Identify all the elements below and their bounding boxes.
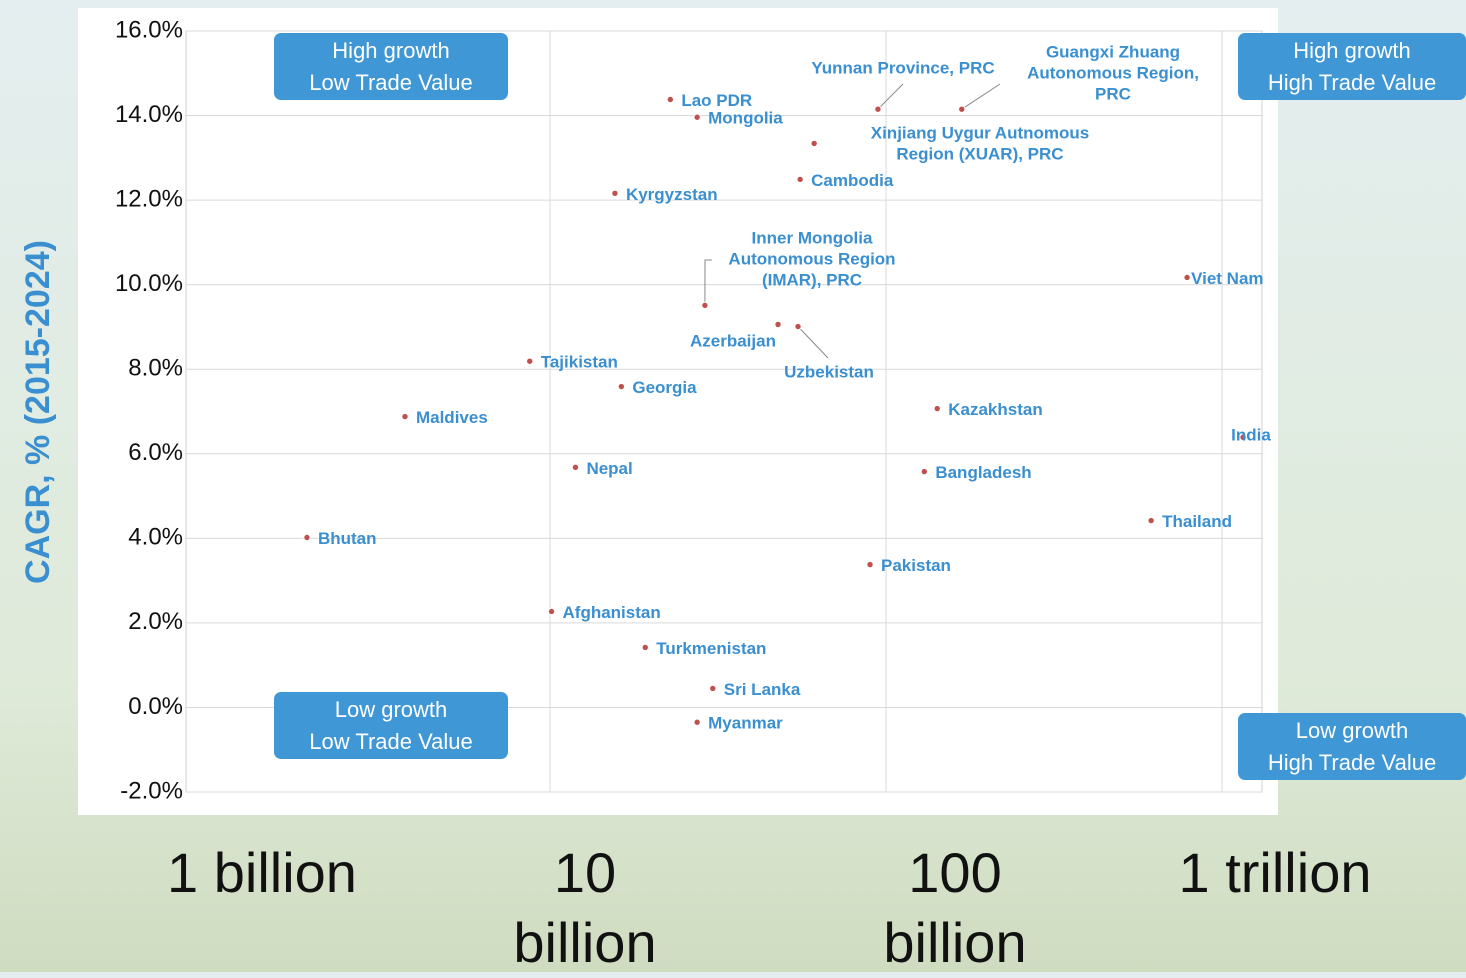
point-label: Myanmar (708, 714, 783, 733)
point-label: Yunnan Province, PRC (811, 58, 994, 77)
point-label: Uzbekistan (784, 362, 874, 381)
point (693, 113, 701, 121)
point (617, 382, 626, 391)
quadrant-box (1238, 713, 1466, 780)
point-label: Region (XUAR), PRC (896, 144, 1063, 163)
point-label: PRC (1095, 84, 1131, 103)
point-label: Mongolia (708, 109, 783, 128)
quadrant-label: High Trade Value (1268, 750, 1436, 775)
point-label: Kyrgyzstan (626, 185, 718, 204)
x-tick-label: 1 billion (167, 841, 357, 904)
quadrant-box (1238, 33, 1466, 100)
point-label: Kazakhstan (948, 400, 1042, 419)
point (1239, 433, 1247, 441)
point (796, 175, 804, 184)
point-label: Viet Nam (1191, 269, 1263, 288)
point-label: Azerbaijan (690, 331, 776, 350)
point-label: India (1231, 425, 1271, 444)
point (547, 607, 556, 616)
point (874, 105, 882, 113)
y-tick-label: -2.0% (120, 777, 183, 804)
point-label: Pakistan (881, 556, 951, 575)
point-label: Turkmenistan (656, 639, 766, 658)
point (794, 322, 802, 331)
quadrant-label: High growth (1293, 38, 1410, 63)
point-label: Maldives (416, 408, 488, 427)
point-label: Thailand (1162, 512, 1232, 531)
point (866, 560, 874, 569)
point-label: Autonomous Region (728, 249, 895, 268)
point (401, 412, 409, 421)
point (1183, 273, 1191, 282)
point (666, 95, 675, 104)
point-label: Bhutan (318, 529, 377, 548)
quadrant-label: Low growth (1296, 718, 1409, 743)
point-label: Lao PDR (681, 91, 752, 110)
leader-line (797, 326, 829, 359)
point (709, 684, 717, 693)
point-label: Inner Mongolia (752, 228, 873, 247)
point (693, 718, 701, 726)
leader-line (704, 259, 712, 306)
quadrant-label: Low Trade Value (309, 70, 472, 95)
point-label: Sri Lanka (724, 680, 801, 699)
point-label: Afghanistan (563, 603, 661, 622)
leader-line (961, 83, 1001, 110)
quadrant-box (274, 33, 508, 100)
quadrant-label: Low growth (335, 697, 448, 722)
quadrant-label: High Trade Value (1268, 70, 1436, 95)
point-label: Georgia (632, 378, 697, 397)
point-label: Xinjiang Uygur Autnomous (871, 123, 1089, 142)
y-tick-label: 2.0% (128, 608, 183, 635)
quadrant-label: High growth (332, 38, 449, 63)
point (774, 320, 782, 329)
quadrant-label: Low Trade Value (309, 729, 472, 754)
point (641, 643, 649, 652)
x-tick-label: 100 billion (883, 841, 1027, 974)
point (1147, 516, 1155, 525)
y-tick-label: 8.0% (128, 355, 183, 382)
point-label: Tajikistan (541, 353, 618, 372)
point-label: Autonomous Region, (1027, 63, 1199, 82)
point (611, 189, 619, 198)
y-tick-label: 12.0% (115, 185, 183, 212)
x-tick-label: 1 trillion (1178, 841, 1372, 904)
y-axis-label: CAGR, % (2015-2024) (19, 240, 57, 584)
y-tick-label: 0.0% (128, 693, 183, 720)
point (958, 105, 966, 113)
point-label: Cambodia (811, 171, 894, 190)
y-tick-label: 4.0% (128, 524, 183, 551)
leader-line (877, 83, 904, 110)
point (303, 533, 311, 542)
y-tick-label: 14.0% (115, 101, 183, 128)
quadrant-box (274, 692, 508, 759)
plot-panel (78, 8, 1278, 815)
point (701, 301, 709, 310)
point (526, 357, 534, 365)
y-tick-label: 6.0% (128, 439, 183, 466)
x-tick-label: 10 billion (513, 841, 657, 974)
point (571, 463, 580, 472)
chart: CAGR, % (2015-2024) -2.0% 0.0% 2.0% 4.0% 6.0… (18, 8, 1466, 815)
point-label: Bangladesh (935, 463, 1031, 482)
point (920, 467, 929, 476)
y-tick-label: 10.0% (115, 270, 183, 297)
point (933, 404, 941, 413)
point-label: Guangxi Zhuang (1046, 42, 1180, 61)
point-label: (IMAR), PRC (762, 270, 862, 289)
y-tick-label: 16.0% (115, 16, 183, 43)
point-label: Nepal (586, 459, 632, 478)
point (810, 139, 818, 148)
